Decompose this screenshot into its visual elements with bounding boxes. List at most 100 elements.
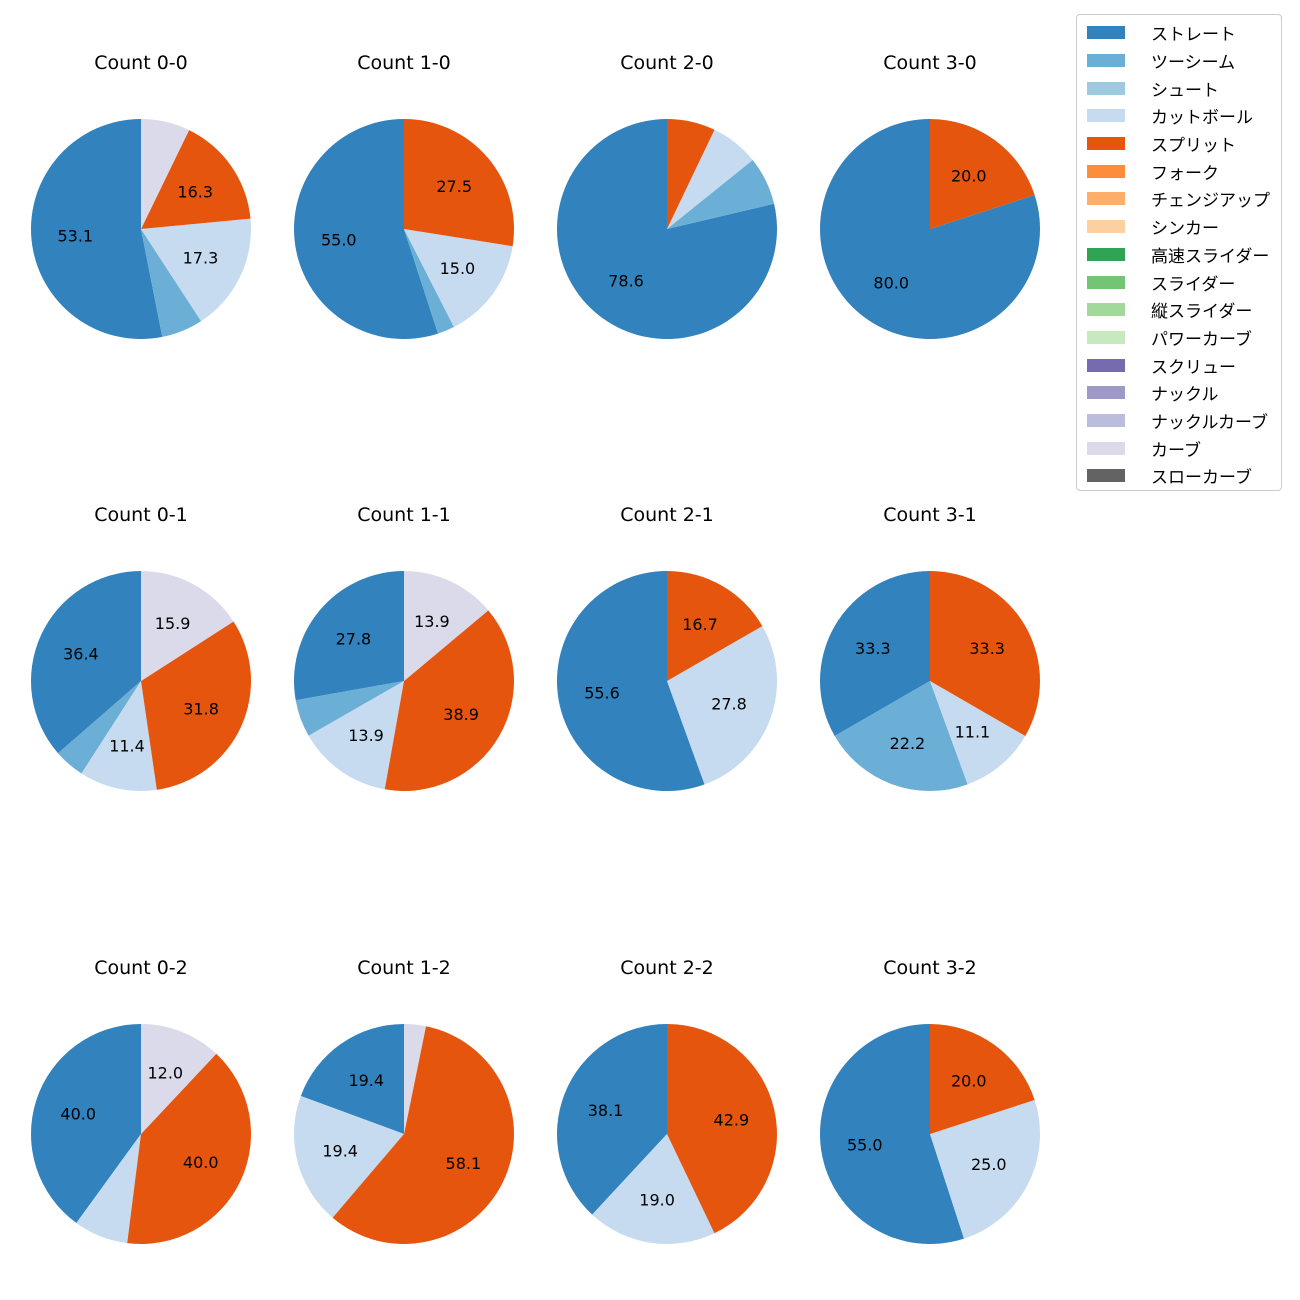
pie-title: Count 3-1 [883, 504, 977, 526]
legend-label: スライダー [1151, 274, 1236, 295]
legend-swatch [1087, 413, 1125, 427]
pie-slice [294, 1095, 404, 1218]
pie-slice [667, 1024, 777, 1234]
pie-title: Count 1-2 [357, 957, 451, 979]
legend-item: カーブ [1077, 434, 1281, 462]
legend-swatch [1087, 330, 1125, 344]
pie-slice-label: 13.9 [348, 726, 384, 745]
legend-label: スクリュー [1151, 357, 1236, 378]
legend-label: カットボール [1151, 108, 1253, 129]
legend-swatch [1087, 81, 1125, 95]
pie-slice [81, 681, 157, 791]
legend-label: フォーク [1151, 163, 1219, 184]
pie-slice-label: 55.0 [321, 230, 357, 249]
pie-slice [820, 571, 930, 736]
pie-slice-label: 27.5 [436, 177, 472, 196]
pie-slice [834, 681, 968, 792]
legend-swatch [1087, 386, 1125, 400]
pie-slice-label: 19.4 [348, 1071, 384, 1090]
legend-label: スプリット [1151, 136, 1236, 157]
pie-slice [295, 681, 404, 736]
legend-swatch [1087, 164, 1125, 178]
legend-label: スローカーブ [1151, 468, 1252, 489]
pie-slice-label: 19.4 [322, 1142, 358, 1161]
pie-slice [127, 1053, 252, 1244]
pie-slice-label: 31.8 [183, 699, 219, 718]
pie-slice-label: 12.0 [147, 1064, 183, 1083]
legend-label: 高速スライダー [1151, 246, 1270, 267]
legend-label: カーブ [1151, 440, 1201, 461]
pie-title: Count 2-1 [620, 504, 714, 526]
pie-slice [141, 1024, 217, 1134]
legend-item: チェンジアップ [1077, 185, 1281, 213]
legend-label: シンカー [1151, 219, 1219, 240]
pie-slice [141, 130, 251, 229]
pie-slice-label: 20.0 [951, 167, 987, 186]
pie-chart: Count 3-2 55.0 25.0 20.0 [820, 957, 1041, 1244]
pie-slice [667, 571, 763, 681]
legend-item: フォーク [1077, 157, 1281, 185]
pie-slice [141, 218, 251, 322]
pie-chart: Count 2-0 78.6 [556, 52, 777, 339]
pie-slice [930, 1100, 1041, 1239]
pie-slice [404, 119, 515, 247]
pie-slice-label: 20.0 [951, 1072, 987, 1091]
legend-label: チェンジアップ [1151, 191, 1270, 212]
pie-slice [404, 229, 454, 334]
pie-slice [592, 1134, 715, 1244]
legend-swatch [1087, 441, 1125, 455]
pie-chart: Count 1-1 27.8 13.9 38.9 13.9 [294, 504, 514, 791]
pie-slice [667, 160, 775, 229]
pie-title: Count 2-2 [620, 957, 714, 979]
pie-slice [31, 571, 142, 754]
pie-slice [404, 229, 513, 328]
pie-title: Count 1-1 [357, 504, 451, 526]
legend-item: シュート [1077, 74, 1281, 102]
legend-swatch [1087, 275, 1125, 289]
legend-swatch [1087, 54, 1125, 68]
pie-chart: Count 1-2 19.4 19.4 58.1 [294, 957, 514, 1244]
pie-slice [930, 1024, 1035, 1134]
pie-chart: Count 2-2 38.1 19.0 42.9 [557, 957, 777, 1244]
pie-chart: Count 3-0 80.0 20.0 [820, 52, 1041, 339]
pie-slice-label: 27.8 [711, 695, 747, 714]
legend-item: カットボール [1077, 102, 1281, 130]
pie-slice [556, 118, 777, 339]
pie-slice [557, 1024, 667, 1215]
pie-slice [300, 1024, 404, 1134]
legend-item: ストレート [1077, 19, 1281, 47]
pie-slice-label: 17.3 [183, 249, 219, 268]
pie-slice [76, 1134, 141, 1244]
legend-swatch [1087, 247, 1125, 261]
legend-item: スプリット [1077, 130, 1281, 158]
legend-label: ストレート [1151, 25, 1236, 46]
legend-label: 縦スライダー [1151, 302, 1253, 323]
pie-slice-label: 16.3 [177, 182, 213, 201]
legend-swatch [1087, 303, 1125, 317]
pie-chart: Count 2-1 55.6 27.8 16.7 [556, 504, 777, 792]
pie-slice-label: 16.7 [682, 615, 718, 634]
legend-swatch [1087, 192, 1125, 206]
pie-slice-label: 33.3 [969, 639, 1005, 658]
legend-label: ツーシーム [1151, 53, 1236, 74]
pie-chart: Count 0-0 53.1 17.3 16.3 [30, 52, 251, 339]
legend-label: ナックル [1151, 385, 1219, 406]
legend-item: ナックルカーブ [1077, 407, 1281, 435]
pie-title: Count 3-0 [883, 52, 977, 74]
pie-title: Count 2-0 [620, 52, 714, 74]
pie-slice-label: 38.1 [588, 1101, 624, 1120]
pie-slice [58, 681, 141, 774]
legend-item: スライダー [1077, 268, 1281, 296]
legend-label: パワーカーブ [1151, 329, 1252, 350]
pie-slice [667, 129, 753, 229]
pie-slice-label: 15.0 [440, 259, 476, 278]
pie-chart: Count 0-1 36.4 11.4 31.8 15.9 [31, 504, 251, 791]
pie-slice [30, 119, 163, 339]
pie-slice-label: 40.0 [183, 1153, 219, 1172]
pie-chart: Count 1-0 55.0 15.0 27.5 [294, 52, 515, 339]
legend-item: ナックル [1077, 379, 1281, 407]
pie-slice [404, 1024, 426, 1134]
legend-item: ツーシーム [1077, 47, 1281, 75]
pie-chart: Count 0-2 40.0 40.0 12.0 [30, 957, 252, 1244]
pie-slice [820, 1024, 964, 1244]
